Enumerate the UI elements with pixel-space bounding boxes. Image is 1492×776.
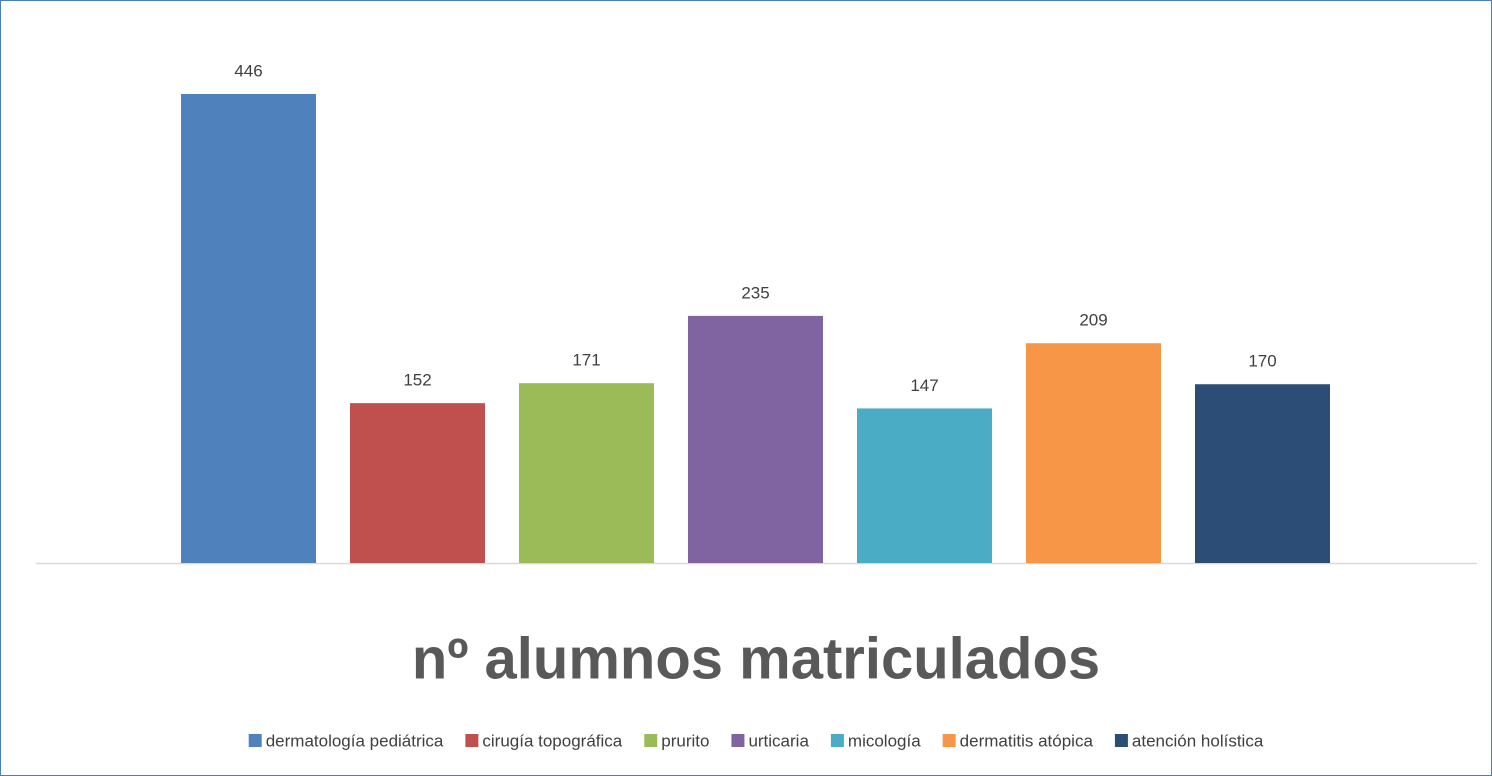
- bar: [519, 383, 654, 563]
- legend-swatch: [1114, 734, 1128, 747]
- legend-label: dermatitis atópica: [960, 731, 1094, 750]
- bar: [1195, 384, 1330, 563]
- bar: [688, 315, 823, 563]
- bar: [857, 408, 992, 563]
- legend-label: micología: [848, 731, 921, 750]
- legend: dermatología pediátrica cirugía topográfi…: [248, 731, 1264, 750]
- legend-label: cirugía topográfica: [482, 731, 622, 750]
- data-label: 147: [910, 376, 938, 395]
- legend-swatch: [830, 734, 844, 747]
- data-label: 446: [234, 61, 262, 80]
- data-label: 209: [1079, 311, 1107, 330]
- legend-label: urticaria: [748, 731, 809, 750]
- legend-swatch: [248, 734, 262, 747]
- bar: [181, 94, 316, 563]
- chart-title: nº alumnos matriculados: [412, 626, 1100, 691]
- bar: [1026, 343, 1161, 563]
- legend-swatch: [644, 734, 658, 747]
- data-label: 152: [403, 371, 431, 390]
- legend-swatch: [942, 734, 956, 747]
- legend-label: prurito: [661, 731, 709, 750]
- data-label: 170: [1248, 352, 1276, 371]
- bar: [350, 403, 485, 563]
- legend-label: atención holística: [1132, 731, 1264, 750]
- data-label: 235: [741, 283, 769, 302]
- legend-label: dermatología pediátrica: [266, 731, 444, 750]
- legend-swatch: [465, 734, 479, 747]
- data-label: 171: [572, 351, 600, 370]
- legend-swatch: [731, 734, 745, 747]
